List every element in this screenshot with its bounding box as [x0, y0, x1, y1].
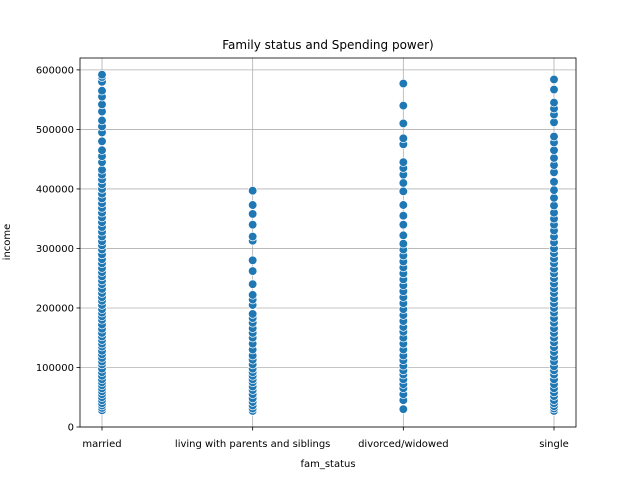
scatter-point — [248, 209, 258, 219]
scatter-point — [549, 97, 559, 108]
y-tick-label: 400000 — [36, 184, 74, 195]
x-tick-label: divorced/widowed — [358, 439, 449, 450]
y-tick-label: 600000 — [36, 65, 74, 76]
scatter-point — [398, 178, 408, 188]
scatter-point — [398, 78, 408, 89]
scatter-point — [549, 193, 559, 203]
y-tick-label: 0 — [68, 423, 74, 434]
scatter-point — [398, 133, 408, 143]
scatter-point — [248, 219, 258, 230]
scatter-point — [549, 74, 559, 85]
x-axis-label: fam_status — [300, 459, 355, 470]
plot-frame — [79, 57, 577, 428]
scatter-point — [549, 153, 559, 163]
scatter-point — [398, 219, 408, 230]
scatter-point — [549, 185, 559, 195]
scatter-point — [97, 145, 107, 155]
scatter-point — [549, 84, 559, 95]
scatter-point — [248, 266, 258, 276]
scatter-point — [398, 230, 408, 241]
scatter-point — [398, 157, 408, 167]
x-tick-label: living with parents and siblings — [175, 439, 330, 450]
scatter-point — [97, 136, 107, 146]
scatter-point — [398, 211, 408, 221]
y-tick-label: 500000 — [36, 125, 74, 136]
scatter-point — [97, 86, 107, 96]
scatter-point — [398, 100, 408, 111]
scatter-point — [549, 177, 559, 187]
y-tick-label: 300000 — [36, 244, 74, 255]
scatter-point — [549, 200, 559, 211]
scatter-point — [398, 239, 408, 249]
scatter-point — [549, 131, 559, 142]
scatter-point — [398, 118, 408, 129]
scatter-point — [398, 200, 408, 210]
y-tick-label: 200000 — [36, 303, 74, 314]
chart-title: Family status and Spending power) — [222, 38, 434, 52]
y-axis-label: income — [2, 224, 13, 261]
scatter-point — [398, 404, 408, 414]
scatter-point — [97, 99, 107, 110]
scatter-point — [97, 70, 107, 80]
scatter-point — [248, 290, 258, 300]
scatter-point — [248, 279, 258, 289]
y-tick-label: 100000 — [36, 363, 74, 374]
scatter-point — [549, 145, 559, 155]
x-tick-label: married — [82, 439, 121, 450]
scatter-point — [248, 231, 258, 242]
data-points — [97, 70, 559, 416]
scatter-point — [549, 117, 559, 127]
scatter-point — [248, 309, 258, 319]
x-tick-label: single — [539, 439, 569, 450]
scatter-point — [248, 186, 258, 196]
scatter-point — [97, 115, 107, 126]
y-axis-ticks: 0 100000 200000 300000 400000 500000 600000 — [36, 65, 80, 434]
scatter-point — [97, 165, 107, 175]
scatter-point — [248, 200, 258, 210]
scatter-point — [248, 255, 258, 266]
x-axis-ticks: married living with parents and siblings d… — [82, 427, 569, 450]
scatter-point — [398, 186, 408, 196]
